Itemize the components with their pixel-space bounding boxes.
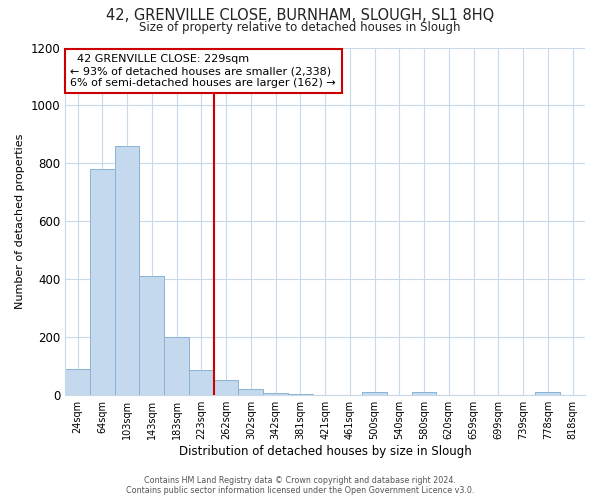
X-axis label: Distribution of detached houses by size in Slough: Distribution of detached houses by size … — [179, 444, 472, 458]
Bar — [214, 380, 238, 394]
Y-axis label: Number of detached properties: Number of detached properties — [15, 134, 25, 309]
Text: 42, GRENVILLE CLOSE, BURNHAM, SLOUGH, SL1 8HQ: 42, GRENVILLE CLOSE, BURNHAM, SLOUGH, SL… — [106, 8, 494, 22]
Bar — [238, 389, 263, 394]
Bar — [90, 169, 115, 394]
Bar — [139, 276, 164, 394]
Bar — [412, 392, 436, 394]
Bar — [362, 392, 387, 394]
Bar — [65, 368, 90, 394]
Bar — [164, 337, 189, 394]
Text: Contains HM Land Registry data © Crown copyright and database right 2024.
Contai: Contains HM Land Registry data © Crown c… — [126, 476, 474, 495]
Text: 42 GRENVILLE CLOSE: 229sqm
← 93% of detached houses are smaller (2,338)
6% of se: 42 GRENVILLE CLOSE: 229sqm ← 93% of deta… — [70, 54, 336, 88]
Bar — [115, 146, 139, 394]
Text: Size of property relative to detached houses in Slough: Size of property relative to detached ho… — [139, 21, 461, 34]
Bar — [535, 392, 560, 394]
Bar — [189, 370, 214, 394]
